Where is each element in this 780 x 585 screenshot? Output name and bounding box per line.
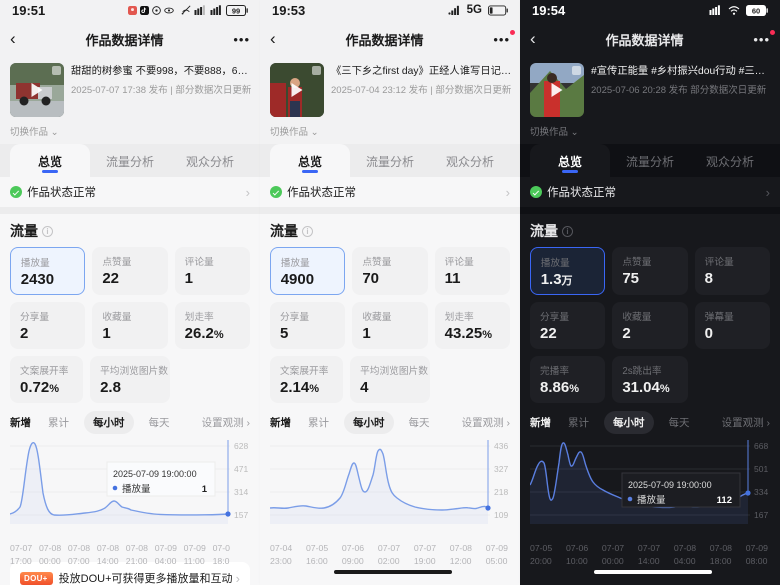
svg-text:628: 628 <box>234 441 248 451</box>
svg-text:播放量: 播放量 <box>637 494 666 506</box>
svg-text:501: 501 <box>754 464 768 474</box>
svg-text:2025-07-09 19:00:00: 2025-07-09 19:00:00 <box>113 469 197 479</box>
svg-text:1: 1 <box>202 484 208 495</box>
svg-text:334: 334 <box>754 487 768 497</box>
svg-text:157: 157 <box>234 510 248 520</box>
svg-text:436: 436 <box>494 441 508 451</box>
svg-text:327: 327 <box>494 464 508 474</box>
svg-text:109: 109 <box>494 510 508 520</box>
svg-text:668: 668 <box>754 441 768 451</box>
svg-text:471: 471 <box>234 464 248 474</box>
svg-text:112: 112 <box>717 495 732 506</box>
svg-text:167: 167 <box>754 510 768 520</box>
svg-text:2025-07-09 19:00:00: 2025-07-09 19:00:00 <box>628 480 712 490</box>
svg-text:218: 218 <box>494 487 508 497</box>
svg-text:60: 60 <box>752 6 760 15</box>
svg-text:播放量: 播放量 <box>122 483 151 495</box>
svg-text:314: 314 <box>234 487 248 497</box>
svg-text:99: 99 <box>232 6 240 15</box>
